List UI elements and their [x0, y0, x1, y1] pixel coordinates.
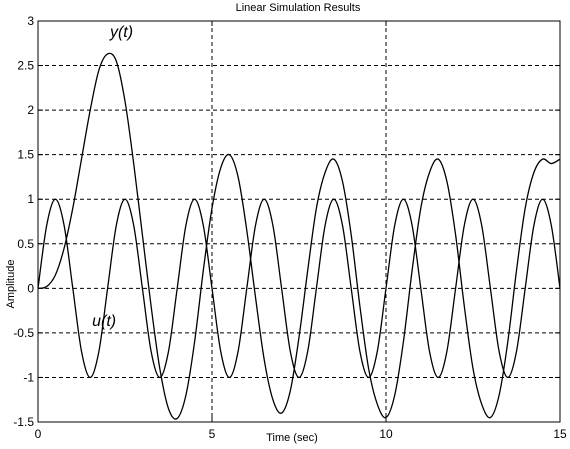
chart-title: Linear Simulation Results — [236, 2, 361, 14]
x-tick-label: 15 — [553, 427, 567, 441]
grid-lines — [38, 21, 560, 422]
y-tick-label: -1 — [23, 370, 34, 384]
x-tick-label: 10 — [379, 427, 393, 441]
y-tick-label: 1 — [27, 192, 34, 206]
y-tick-label: 0 — [27, 281, 34, 295]
y-tick-label: 2 — [27, 103, 34, 117]
annotations: y(t) u(t) — [92, 24, 133, 330]
y-tick-label: -1.5 — [13, 415, 34, 429]
y-tick-label: 3 — [27, 14, 34, 28]
y-tick-label: -0.5 — [13, 326, 34, 340]
y-axis-label: Amplitude — [5, 260, 17, 309]
y-tick-label: 0.5 — [17, 237, 34, 251]
x-axis-label: Time (sec) — [266, 432, 318, 444]
series-lines — [37, 52, 561, 420]
axis-ticks: -1.5 -1 -0.5 0 0.5 1 1.5 2 2.5 3 0 5 10 15 — [13, 14, 567, 441]
series-annotation: u(t) — [92, 313, 116, 330]
x-tick-label: 5 — [209, 427, 216, 441]
series-u-t-line — [37, 198, 561, 379]
y-tick-label: 1.5 — [17, 148, 34, 162]
plot-frame — [37, 20, 561, 423]
series-annotation: y(t) — [109, 24, 133, 41]
y-tick-label: 2.5 — [17, 59, 34, 73]
series-y-t-line — [37, 52, 561, 420]
x-tick-label: 0 — [35, 427, 42, 441]
